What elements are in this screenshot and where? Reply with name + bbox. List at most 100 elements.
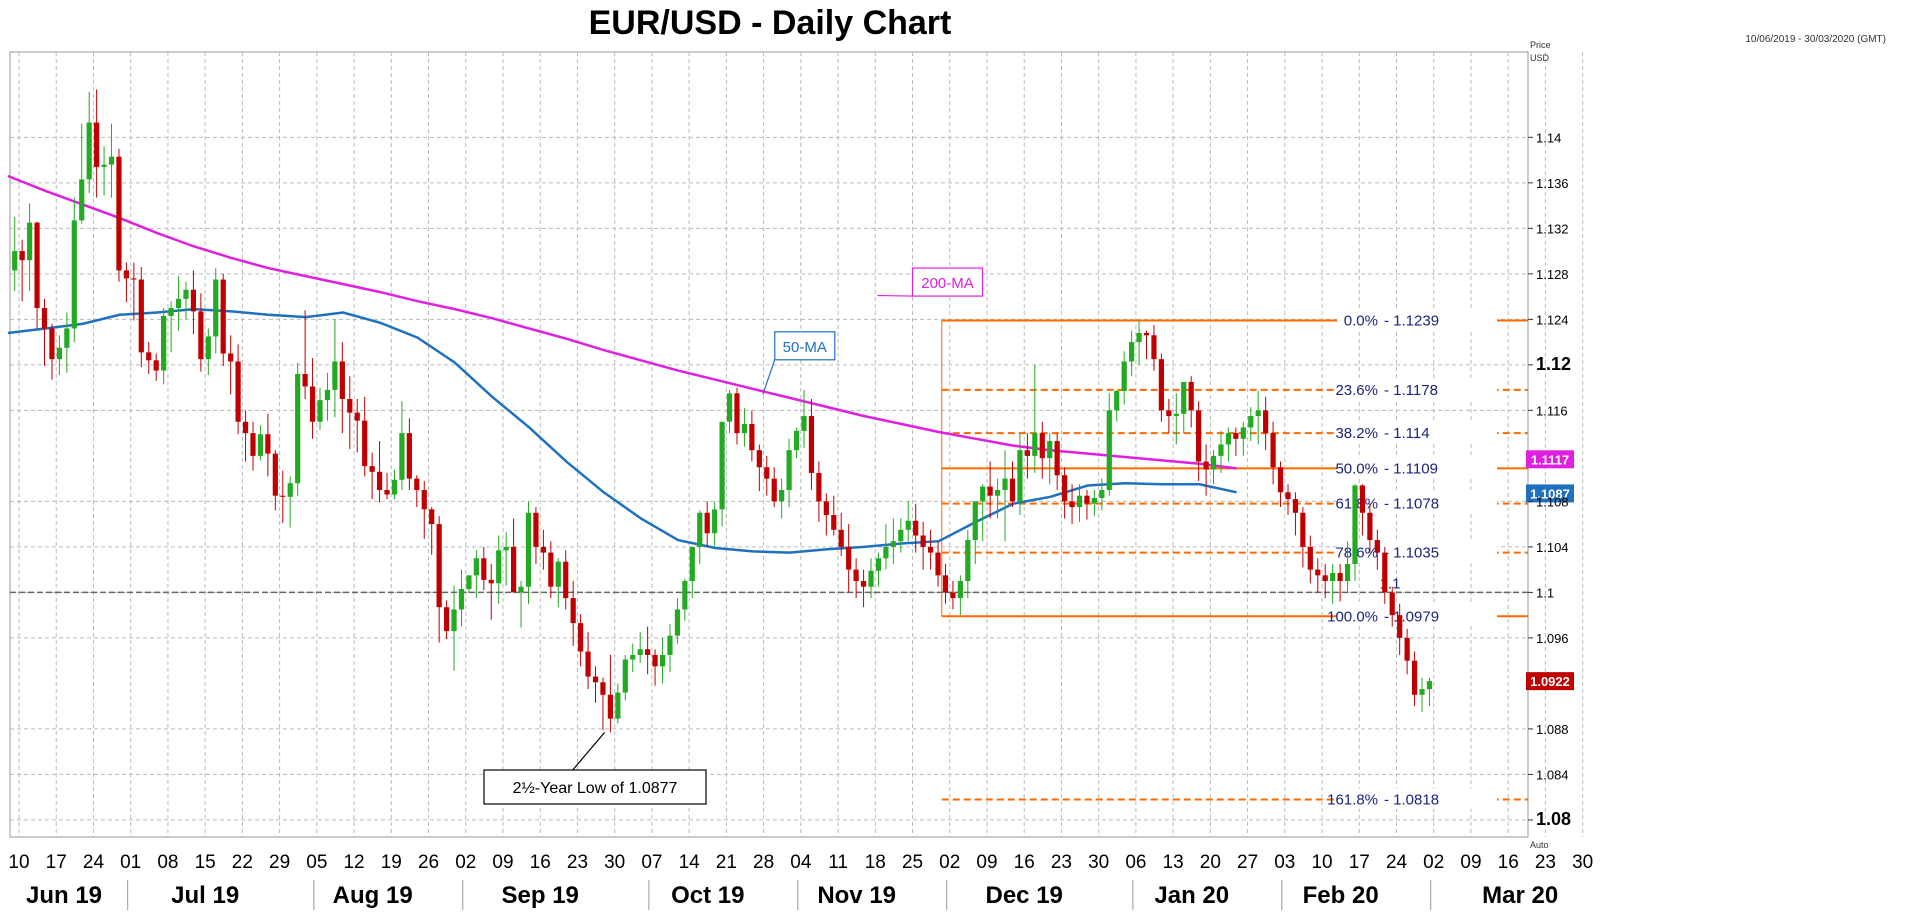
candle-body <box>875 558 882 571</box>
candle-body <box>384 490 390 495</box>
y-tick-label: 1.08 <box>1536 809 1571 829</box>
x-month-label: Jan 20 <box>1154 882 1229 909</box>
x-day-label: 30 <box>1572 852 1593 873</box>
fib-level-value: - 1.1078 <box>1384 496 1439 513</box>
candle-body <box>1404 637 1410 661</box>
candle-body <box>1330 573 1336 582</box>
fib-level-percent: 38.2% <box>1335 425 1378 442</box>
y-tick-label: 1.136 <box>1536 176 1569 191</box>
candle-body <box>1166 410 1172 417</box>
fib-level-percent: 50.0% <box>1335 460 1378 477</box>
fib-label-bg <box>1337 422 1497 443</box>
candle-body <box>488 579 494 584</box>
x-day-label: 24 <box>83 852 105 873</box>
x-day-label: 30 <box>1088 852 1109 873</box>
candle-body <box>1062 475 1068 502</box>
candle-body <box>987 486 993 496</box>
x-day-label: 27 <box>1237 852 1258 873</box>
x-month-label: Dec 19 <box>986 882 1063 909</box>
y-tick-label: 1.116 <box>1536 403 1568 418</box>
candle-body <box>1240 427 1246 439</box>
candle-body <box>443 607 450 632</box>
x-day-label: 02 <box>1423 852 1444 873</box>
candle-body <box>1233 433 1239 439</box>
candle-body <box>1411 660 1418 695</box>
candle-body <box>801 416 807 431</box>
fib-label-bg <box>1337 788 1497 809</box>
grid <box>10 52 1584 837</box>
candle-body <box>540 546 546 553</box>
x-day-label: 09 <box>492 852 513 873</box>
annotation-connector <box>572 731 606 771</box>
candle-body <box>146 352 152 361</box>
candle-body <box>1203 461 1209 470</box>
fib-label-bg <box>1337 457 1497 478</box>
x-day-label: 30 <box>604 852 625 873</box>
annotation-box <box>483 769 707 805</box>
candle-body <box>637 649 643 655</box>
price-tag-bg <box>1526 450 1574 469</box>
candle-body <box>1300 512 1306 547</box>
candle-body <box>339 361 345 399</box>
candle-body <box>1225 433 1232 445</box>
fib-label-bg <box>1337 378 1497 399</box>
candle-body <box>1307 546 1313 570</box>
y-tick-label: 1.132 <box>1536 221 1569 236</box>
candle-body <box>34 222 40 308</box>
x-day-label: 20 <box>1200 852 1221 873</box>
candle-body <box>138 279 144 353</box>
candle-body <box>473 558 479 576</box>
candle-body <box>756 450 762 468</box>
candle-body <box>354 412 360 421</box>
price-tag-bg <box>1526 484 1574 503</box>
ma-label-box <box>911 267 984 297</box>
candle-body <box>942 575 949 593</box>
candle-body <box>406 433 412 479</box>
candle-body <box>585 651 591 677</box>
x-day-label: 04 <box>790 852 812 873</box>
x-day-label: 23 <box>567 852 588 873</box>
candle-body <box>563 561 569 599</box>
candle-body <box>369 466 375 472</box>
candle-body <box>466 575 472 589</box>
candle-body <box>927 546 934 553</box>
candle-body <box>913 520 919 536</box>
ma-label-box <box>774 331 836 361</box>
ma-line-200-MA <box>7 174 1237 470</box>
candle-body <box>764 467 770 479</box>
y-tick-label: 1.14 <box>1536 130 1561 145</box>
candle-body <box>749 424 755 451</box>
fib-level-percent: 23.6% <box>1335 382 1378 399</box>
candle-body <box>391 479 398 495</box>
fib-label-bg <box>1337 605 1497 626</box>
candle-body <box>94 122 100 167</box>
annotations: 1.1117 1.1087 1.0922 2½-Year Low of 1.0877 <box>483 450 1574 805</box>
candle-body <box>771 478 777 502</box>
candle-body <box>838 529 844 547</box>
candle-body <box>846 546 852 570</box>
x-day-label: 02 <box>939 852 960 873</box>
candle-body <box>652 654 658 667</box>
candle-body <box>1136 333 1142 343</box>
x-month-label: Jun 19 <box>26 882 102 909</box>
fib-level-value: - 1.114 <box>1384 425 1430 442</box>
ma-label: 200-MA <box>921 275 974 292</box>
candle-body <box>1315 569 1321 576</box>
candle-body <box>235 361 241 422</box>
x-day-label: 12 <box>343 852 364 873</box>
candle-body <box>1114 391 1120 411</box>
candle-body <box>265 434 271 454</box>
candle-body <box>429 509 435 525</box>
candle-body <box>615 692 621 719</box>
candle-body <box>272 453 278 496</box>
candle-body <box>64 328 70 348</box>
x-month-label: Aug 19 <box>333 882 413 909</box>
x-day-label: 16 <box>530 852 551 873</box>
candle-body <box>19 251 25 261</box>
candle-body <box>1047 441 1053 459</box>
candle-body <box>607 694 614 719</box>
candle-body <box>205 336 211 360</box>
x-day-label: 11 <box>828 852 848 873</box>
y-tick-label: 1.084 <box>1536 767 1569 782</box>
candle-body <box>704 512 710 534</box>
